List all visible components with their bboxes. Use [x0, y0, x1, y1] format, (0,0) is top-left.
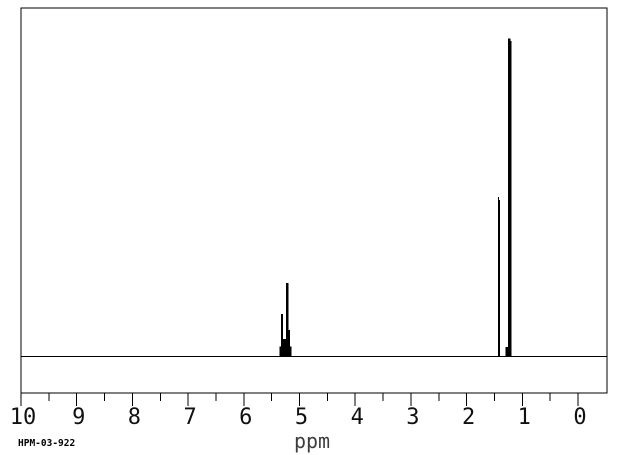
x-tick-label: 0 [573, 405, 586, 430]
x-tick-label: 7 [183, 405, 196, 430]
x-tick-label: 5 [295, 405, 308, 430]
x-tick-label: 9 [72, 405, 85, 430]
plot-frame [20, 7, 608, 394]
plot-frame-rect [20, 7, 608, 394]
x-axis-unit-label: ppm [293, 429, 331, 453]
x-tick-label: 1 [518, 405, 531, 430]
multiplet-base [281, 339, 291, 357]
x-tick-label: 4 [351, 405, 364, 430]
x-tick-label: 2 [462, 405, 475, 430]
x-axis [20, 393, 579, 406]
x-tick-label: 10 [10, 405, 37, 430]
x-tick-label: 8 [128, 405, 141, 430]
spectrum-trace [21, 38, 607, 358]
x-tick-label: 6 [239, 405, 252, 430]
sample-id-label: HPM-03-922 [18, 438, 76, 449]
x-tick-label: 3 [406, 405, 419, 430]
x-axis-tick-labels: 10 9 8 7 6 5 4 3 2 1 0 [10, 405, 587, 430]
